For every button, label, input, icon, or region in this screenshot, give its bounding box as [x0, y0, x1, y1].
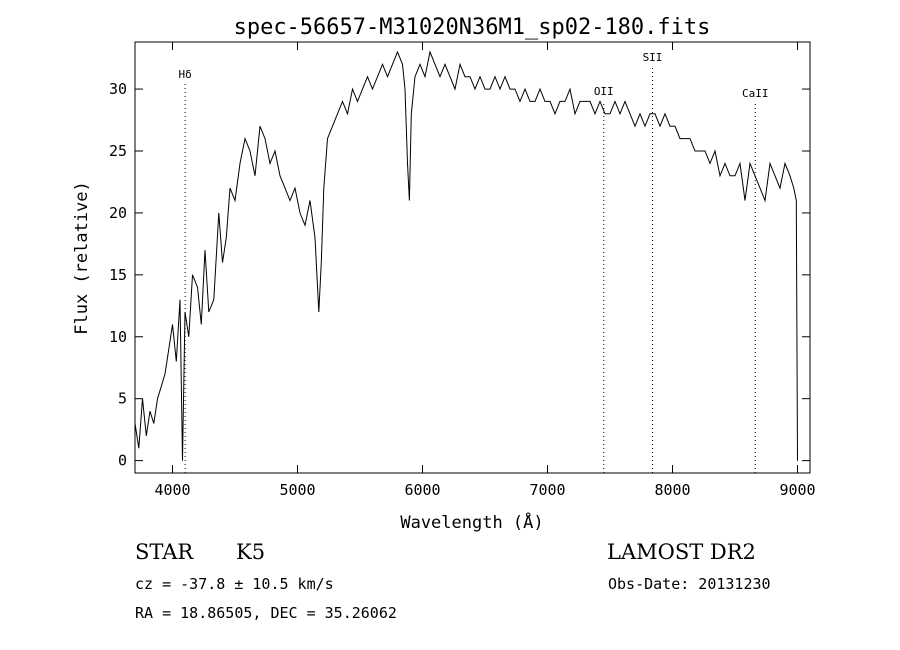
object-class: STAR — [135, 540, 194, 564]
redshift-label: cz = -37.8 ± 10.5 km/s — [135, 575, 334, 593]
y-tick-label: 30 — [109, 80, 127, 98]
y-tick-label: 15 — [109, 266, 127, 284]
spectrum-line — [134, 50, 798, 461]
x-tick-label: 9000 — [779, 481, 815, 499]
axis-ticks: 4000 5000 6000 7000 8000 9000 0 5 10 15 20 25 30 — [109, 42, 816, 499]
x-tick-label: 5000 — [279, 481, 315, 499]
coordinates: RA = 18.86505, DEC = 35.26062 — [135, 604, 397, 622]
y-tick-label: 25 — [109, 142, 127, 160]
x-tick-label: 8000 — [654, 481, 690, 499]
y-tick-label: 5 — [118, 390, 127, 408]
plot-frame — [134, 41, 811, 474]
line-marker-label: SII — [643, 51, 663, 64]
line-marker-label: Hδ — [179, 68, 192, 81]
y-tick-label: 10 — [109, 328, 127, 346]
object-subclass: K5 — [236, 540, 266, 564]
y-axis-label: Flux (relative) — [72, 181, 92, 335]
survey-name: LAMOST DR2 — [607, 540, 756, 564]
y-tick-label: 20 — [109, 204, 127, 222]
obs-date: Obs-Date: 20131230 — [608, 575, 771, 593]
chart-title: spec-56657-M31020N36M1_sp02-180.fits — [234, 15, 711, 40]
y-tick-label: 0 — [118, 452, 127, 470]
x-tick-label: 7000 — [529, 481, 565, 499]
x-tick-label: 6000 — [404, 481, 440, 499]
x-axis-label: Wavelength (Å) — [400, 511, 543, 533]
line-marker-label: OII — [594, 85, 614, 98]
x-tick-label: 4000 — [154, 481, 190, 499]
spectrum-plot: spec-56657-M31020N36M1_sp02-180.fits 400… — [72, 15, 816, 533]
spectral-line-markers: Hδ OII SII CaII — [179, 51, 769, 473]
line-marker-label: CaII — [742, 87, 769, 100]
